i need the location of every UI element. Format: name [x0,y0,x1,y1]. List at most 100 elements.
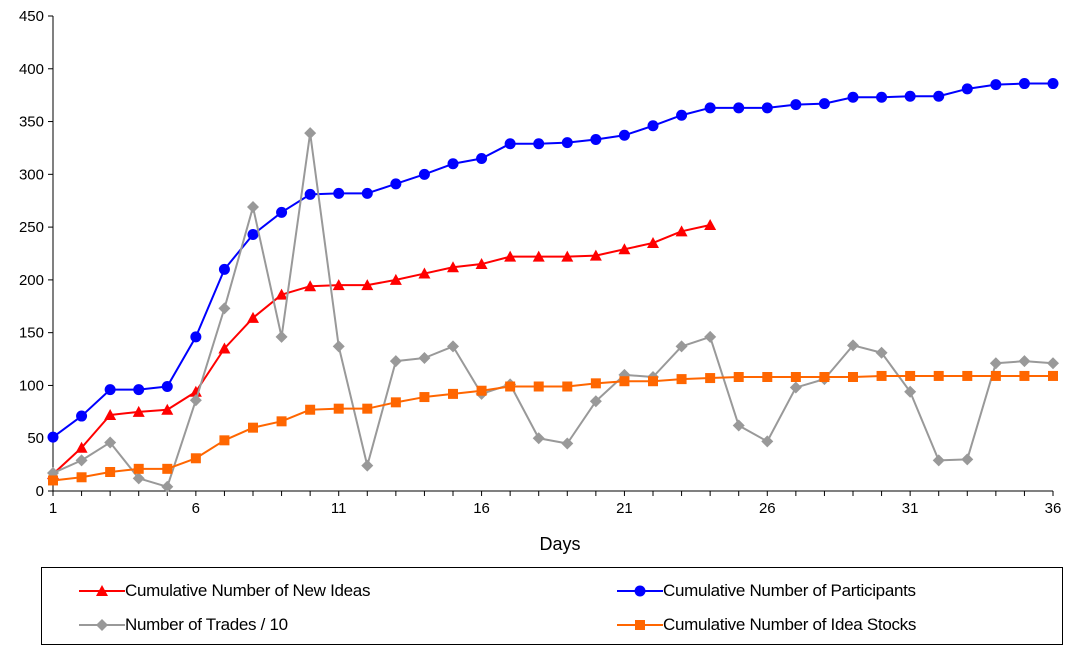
data-point [989,357,1002,370]
data-point [590,378,601,389]
x-tick-label: 16 [473,500,490,517]
data-point [961,453,974,466]
data-point [104,409,117,420]
data-point [533,138,545,150]
data-point [305,404,316,415]
data-point [876,91,888,103]
data-point [819,372,830,382]
data-point [447,261,459,273]
data-point [75,441,88,453]
legend-item-idea-stocks: Cumulative Number of Idea Stocks [617,610,916,640]
series-3 [48,370,1058,486]
data-point [304,127,317,140]
data-point [189,394,202,407]
data-point [275,288,288,300]
series-2 [47,127,1059,493]
series-line [52,132,1054,488]
data-point [676,374,687,385]
data-point [362,403,373,414]
data-point [561,137,573,149]
data-point [361,459,374,472]
data-point [504,138,516,150]
x-tick-label: 26 [759,500,776,517]
data-point [733,102,745,114]
data-point [247,311,259,323]
data-point [1048,370,1058,381]
y-tick-label: 150 [19,325,44,342]
data-point [276,416,287,427]
data-point [161,480,174,493]
data-point [1047,78,1059,90]
data-point [1019,370,1030,381]
data-point [47,431,59,443]
data-point [304,188,316,200]
data-point [848,372,858,382]
data-point [389,355,402,368]
data-point [704,219,717,230]
data-point [190,453,201,464]
data-point [790,99,802,111]
data-point [933,370,944,381]
y-tick-label: 400 [19,61,44,78]
data-point [589,395,602,408]
data-point [333,403,344,414]
data-point [332,340,345,353]
data-point [304,280,317,292]
legend-label: Cumulative Number of New Ideas [125,581,371,600]
data-point [1018,78,1030,90]
y-tick-label: 450 [19,8,44,25]
data-point [505,381,516,392]
data-point [705,373,716,384]
data-point [962,370,973,381]
legend-label: Cumulative Number of Participants [663,581,916,600]
data-point [704,330,717,343]
legend: Cumulative Number of New Ideas Cumulativ… [41,567,1063,645]
series-layer [47,78,1059,493]
data-point [761,435,774,448]
data-point [618,243,631,255]
data-point [218,342,231,354]
y-tick-label: 350 [19,114,44,131]
data-point [476,385,487,396]
data-point [218,302,231,315]
data-point [762,372,773,382]
series-line [52,374,1053,482]
x-tick-label: 36 [1045,500,1062,517]
legend-label: Number of Trades / 10 [125,615,288,634]
data-point [133,384,145,396]
data-point [104,436,117,449]
series-line [52,224,711,475]
data-point [247,201,259,214]
data-point [219,435,230,446]
data-point [76,410,88,422]
x-tick-label: 1 [49,500,57,517]
data-point [647,120,659,132]
data-point [561,437,574,450]
series-1 [47,78,1059,443]
legend-swatch-participants [617,585,663,597]
data-point [190,331,202,343]
data-point [76,472,87,483]
data-point [1047,357,1059,370]
data-point [933,90,945,102]
data-point [389,273,402,285]
data-point [75,454,88,467]
data-point [361,279,374,291]
data-point [105,467,116,477]
data-point [448,388,458,399]
y-tick-label: 100 [19,377,44,394]
data-point [133,463,144,474]
data-point [648,376,658,387]
data-point [218,263,230,275]
data-point [132,405,145,417]
data-point [132,472,145,485]
data-point [561,250,574,262]
y-tick-label: 250 [19,219,44,236]
data-point [247,229,259,240]
data-point [761,102,773,114]
legend-swatch-trades [79,619,125,631]
x-tick-label: 6 [192,500,200,517]
series-line [52,82,1053,438]
